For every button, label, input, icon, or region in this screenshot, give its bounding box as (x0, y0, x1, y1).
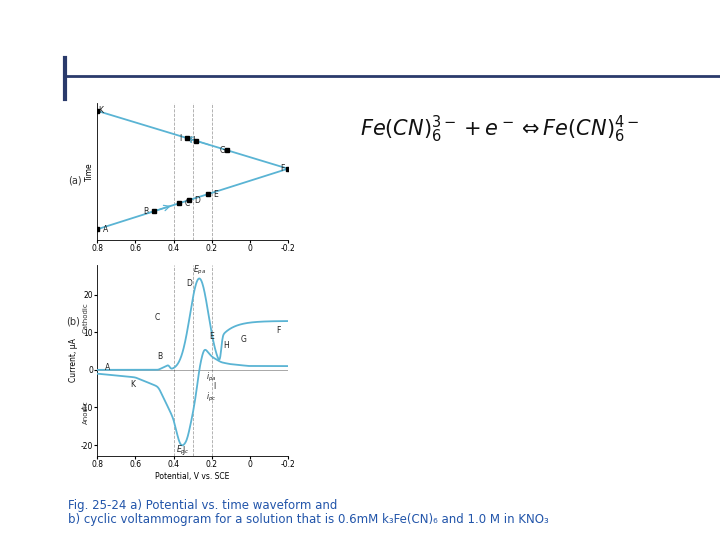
Y-axis label: Time: Time (86, 162, 94, 181)
X-axis label: Potential, V vs. SCE: Potential, V vs. SCE (156, 472, 230, 481)
Text: H: H (223, 341, 229, 350)
Text: F: F (280, 164, 284, 173)
Text: B: B (157, 352, 162, 361)
Text: Fig. 25-24 a) Potential vs. time waveform and
b) cyclic voltammogram for a solut: Fig. 25-24 a) Potential vs. time wavefor… (68, 498, 549, 526)
Text: J: J (182, 446, 184, 455)
Text: $i_{pc}$: $i_{pc}$ (206, 392, 216, 404)
Text: E: E (214, 190, 218, 199)
Text: F: F (276, 326, 281, 335)
Text: $E_{pc}$: $E_{pc}$ (176, 444, 189, 457)
Text: A: A (105, 363, 111, 373)
Text: B: B (143, 207, 149, 215)
Text: K: K (130, 380, 135, 389)
Text: E: E (209, 332, 214, 341)
Text: G: G (220, 146, 225, 154)
Text: G: G (240, 335, 246, 345)
Text: H: H (189, 137, 194, 145)
Text: Cathodic: Cathodic (83, 302, 89, 333)
Text: D: D (194, 195, 200, 205)
Text: (a): (a) (68, 176, 82, 186)
Text: (b): (b) (66, 316, 80, 326)
Text: $\mathit{Fe(CN)_6^{3-} + e^- \Leftrightarrow Fe(CN)_6^{4-}}$: $\mathit{Fe(CN)_6^{3-} + e^- \Leftrighta… (360, 114, 639, 145)
Y-axis label: Current, μA: Current, μA (69, 339, 78, 382)
Text: A: A (103, 225, 108, 234)
Text: $E_{pa}$: $E_{pa}$ (193, 264, 206, 276)
Text: D: D (186, 279, 193, 288)
Text: I: I (214, 382, 216, 392)
Text: C: C (185, 199, 190, 208)
Text: K: K (98, 106, 103, 116)
Text: Anodic: Anodic (83, 400, 89, 424)
Text: C: C (155, 313, 160, 322)
Text: $i_{pa}$: $i_{pa}$ (206, 370, 217, 384)
Text: I: I (179, 133, 181, 143)
